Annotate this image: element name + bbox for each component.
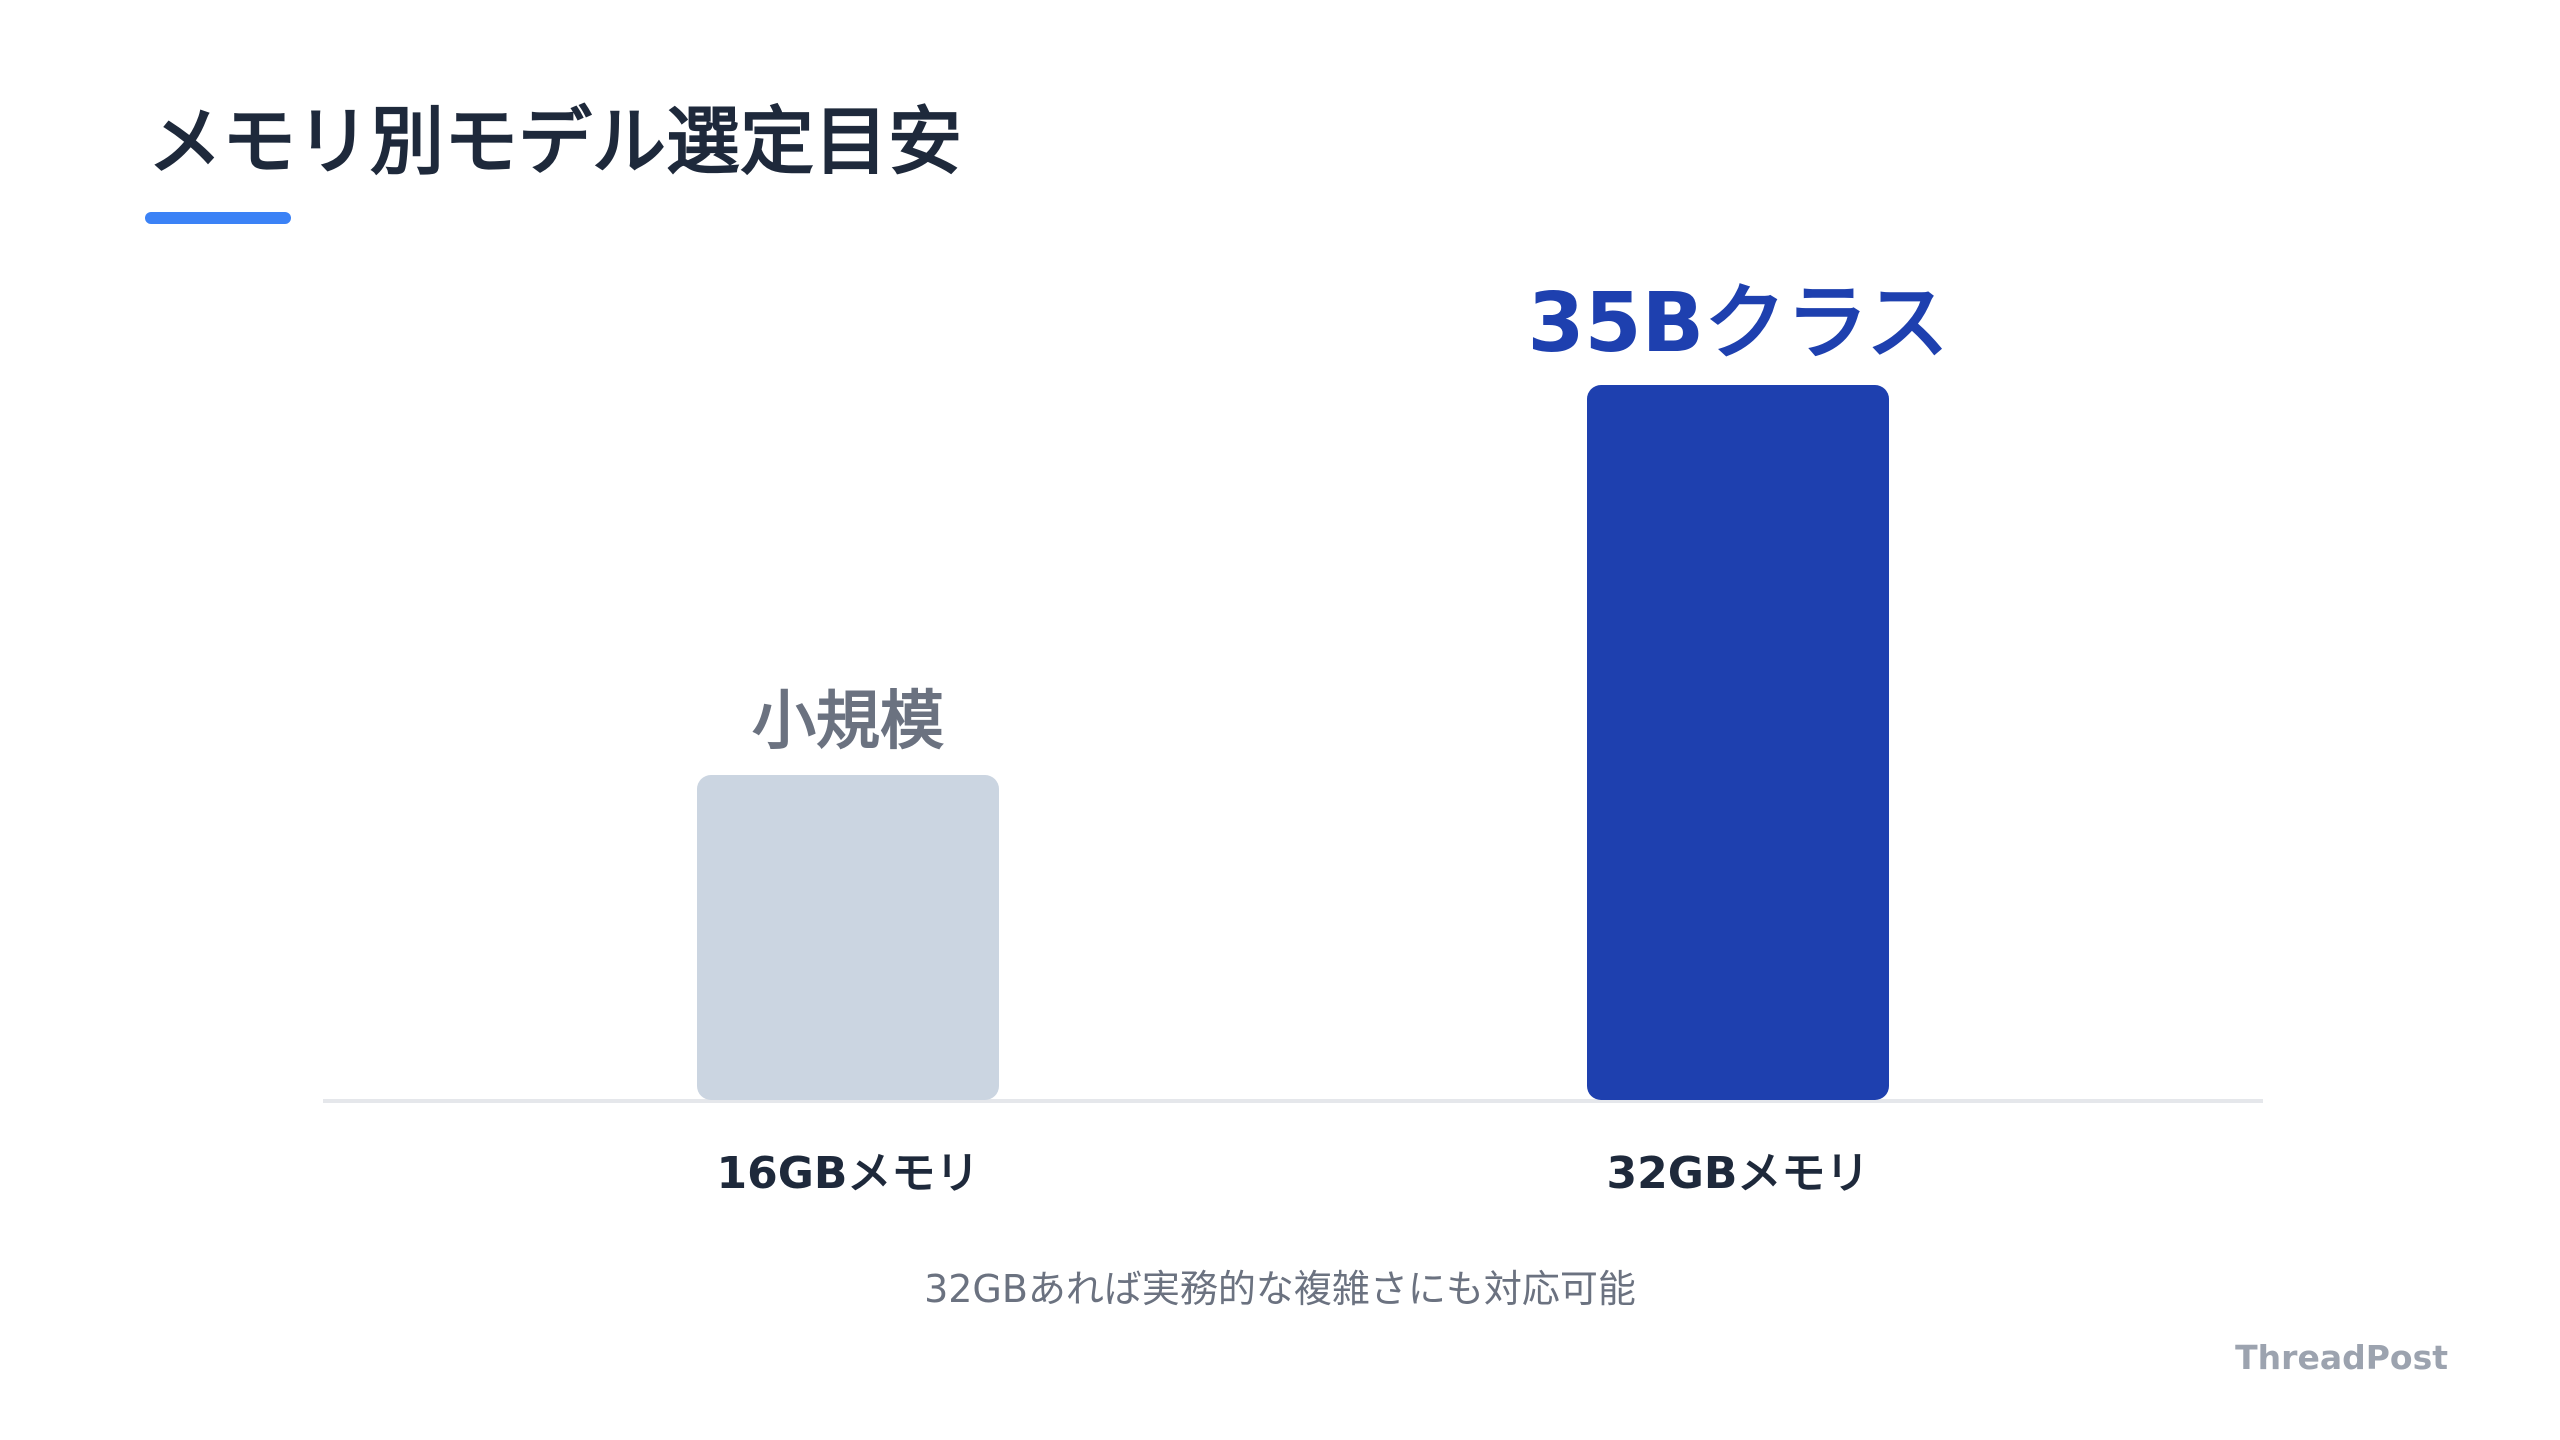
category-label-1: 16GBメモリ xyxy=(717,1148,980,1199)
bar-2 xyxy=(1587,385,1889,1100)
bar-1 xyxy=(697,775,999,1100)
category-label-2: 32GBメモリ xyxy=(1607,1148,1870,1199)
brand-logo-text: ThreadPost xyxy=(2235,1338,2448,1377)
data-label-1: 小規模 xyxy=(752,685,944,759)
page-title: メモリ別モデル選定目安 xyxy=(148,99,962,185)
data-label-2: 35Bクラス xyxy=(1528,276,1949,371)
title-underline xyxy=(145,212,291,224)
chart-caption: 32GBあれば実務的な複雑さにも対応可能 xyxy=(924,1267,1636,1311)
